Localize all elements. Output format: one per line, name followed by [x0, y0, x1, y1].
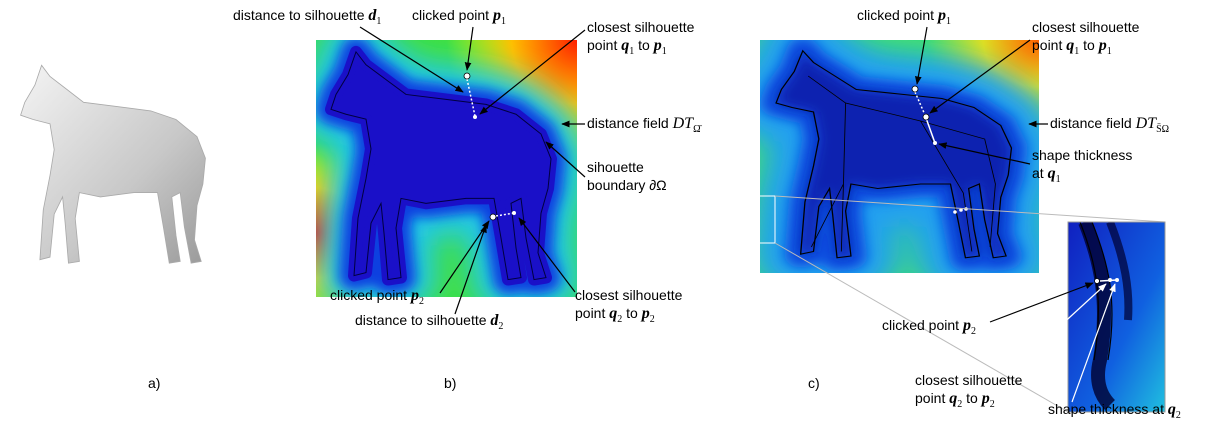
- distance-field-b: [316, 40, 577, 297]
- panel-label: c): [808, 375, 820, 391]
- annotation-text: point: [1032, 37, 1066, 53]
- annotation: distance to silhouette d1​: [233, 7, 381, 27]
- annotation: clicked point p2​: [330, 287, 424, 307]
- annotation-text: point: [915, 390, 949, 406]
- annotation-text: shape thickness at: [1048, 401, 1168, 417]
- annotation-text: distance field: [587, 115, 673, 131]
- annotation-text: at: [1032, 165, 1048, 181]
- math-subscript: 1: [662, 46, 667, 57]
- math-subscript: 2: [1176, 410, 1181, 421]
- annotation-text: to: [622, 305, 641, 321]
- math-subscript: 2: [498, 321, 503, 332]
- annotation: closest silhouette: [1032, 19, 1140, 35]
- math-symbol: q: [1066, 37, 1074, 54]
- annotation: point q1​ to p1​: [1032, 37, 1112, 57]
- annotation: closest silhouette: [915, 372, 1023, 388]
- annotation: closest silhouette: [587, 19, 695, 35]
- math-subscript: Ω̄: [693, 124, 702, 135]
- math-symbol: p: [652, 37, 662, 54]
- math-symbol: p: [936, 7, 946, 24]
- math-symbol: q: [949, 390, 957, 407]
- annotation-text: sihouette: [587, 159, 644, 175]
- math-symbol: p: [640, 305, 650, 322]
- math-symbol: p: [961, 317, 971, 334]
- annotation: closest silhouette: [575, 287, 683, 303]
- math-subscript: 1: [946, 16, 951, 27]
- annotation-text: closest silhouette: [575, 287, 683, 303]
- panel-label: a): [148, 375, 160, 391]
- annotation: distance to silhouette d2​: [355, 312, 503, 332]
- annotation: shape thickness at q2​: [1048, 401, 1181, 421]
- math-symbol: DT: [1135, 115, 1158, 132]
- math-subscript: 2: [990, 399, 995, 410]
- inset: [1068, 222, 1165, 412]
- horse-render: [21, 65, 206, 263]
- annotation: point q1​ to p1​: [587, 37, 667, 57]
- annotation-text: distance field: [1050, 115, 1136, 131]
- annotation: shape thickness: [1032, 147, 1132, 163]
- annotation: clicked point p2​: [882, 317, 976, 337]
- math-symbol: DT: [672, 115, 695, 132]
- annotation-text: point: [587, 37, 621, 53]
- annotation-text: point: [575, 305, 609, 321]
- annotation-text: clicked point: [857, 7, 938, 23]
- annotation: clicked point p1​: [857, 7, 951, 27]
- annotation-text: closest silhouette: [587, 19, 695, 35]
- annotation-text: clicked point: [330, 287, 411, 303]
- annotation-text: to: [634, 37, 653, 53]
- annotation-text: to: [1079, 37, 1098, 53]
- math-symbol: p: [980, 390, 990, 407]
- math-subscript: 1: [1107, 46, 1112, 57]
- math-symbol: q: [609, 305, 617, 322]
- annotation-text: distance to silhouette: [355, 312, 490, 328]
- annotation-text: clicked point: [412, 7, 493, 23]
- math-subscript: 2: [971, 326, 976, 337]
- math-subscript: 1: [376, 16, 381, 27]
- annotation: distance field DTS̄Ω​: [1050, 115, 1169, 135]
- figure: a) b) c) distance to silhouette d1​ clicked …: [0, 0, 1218, 421]
- annotation-text: closest silhouette: [915, 372, 1023, 388]
- annotation-text: shape thickness: [1032, 147, 1132, 163]
- annotation: clicked point p1​: [412, 7, 506, 27]
- annotation: sihouette: [587, 159, 644, 175]
- annotation-text: to: [962, 390, 981, 406]
- math-symbol: q: [1048, 165, 1056, 182]
- annotation: distance field DTΩ̄​: [587, 115, 702, 135]
- math-subscript: 1: [1056, 174, 1061, 185]
- annotation-text: clicked point: [882, 317, 963, 333]
- annotation-text: closest silhouette: [1032, 19, 1140, 35]
- annotation: boundary ∂Ω: [587, 177, 667, 193]
- annotation: point q2​ to p2​: [915, 390, 995, 410]
- math-symbol: p: [409, 287, 419, 304]
- math-subscript: 1: [501, 16, 506, 27]
- math-symbol: q: [1168, 401, 1176, 418]
- panel-label: b): [444, 375, 456, 391]
- annotation: point q2​ to p2​: [575, 305, 655, 325]
- annotation-text: boundary ∂Ω: [587, 177, 667, 193]
- math-subscript: S̄Ω: [1156, 123, 1169, 135]
- annotation-text: distance to silhouette: [233, 7, 368, 23]
- math-symbol: q: [621, 37, 629, 54]
- math-symbol: p: [1097, 37, 1107, 54]
- math-subscript: 2: [419, 296, 424, 307]
- math-subscript: 2: [650, 314, 655, 325]
- math-symbol: p: [491, 7, 501, 24]
